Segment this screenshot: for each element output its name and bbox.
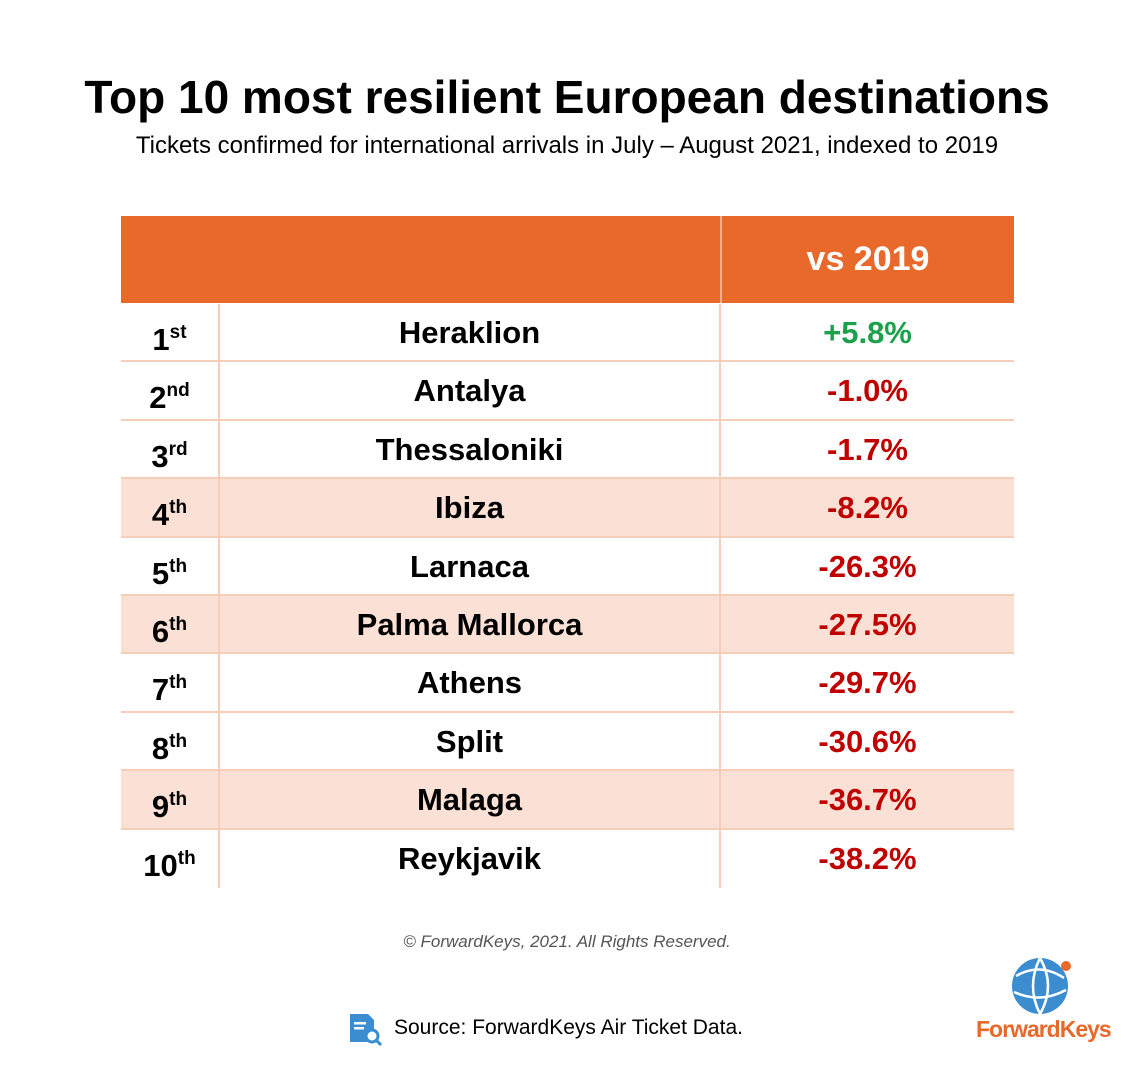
destination: Reykjavik: [218, 829, 721, 888]
destination: Palma Mallorca: [218, 595, 721, 653]
rank-cell: 3rd: [121, 421, 218, 477]
source: Source: ForwardKeys Air Ticket Data.: [394, 1016, 743, 1039]
rank-suffix: rd: [168, 438, 188, 460]
rank: 10: [143, 847, 178, 883]
rank-cell: 2nd: [121, 362, 218, 418]
rank-suffix: th: [169, 789, 188, 811]
column-header: vs 2019: [806, 240, 930, 278]
rank-suffix: th: [177, 847, 196, 869]
destination: Antalya: [218, 362, 721, 419]
change: -29.7%: [818, 665, 917, 701]
destination: Ibiza: [218, 479, 721, 536]
rank: 4: [151, 497, 170, 533]
copyright: © ForwardKeys, 2021. All Rights Reserved…: [403, 932, 731, 951]
rank-cell: 1st: [121, 304, 218, 360]
rank: 6: [151, 613, 170, 649]
rank: 8: [151, 730, 170, 766]
rank-cell: 8th: [121, 713, 218, 769]
change: -38.2%: [818, 840, 917, 876]
rank-suffix: th: [169, 613, 188, 635]
rank-cell: 6th: [121, 596, 218, 652]
rank: 5: [151, 555, 170, 591]
subtitle: Tickets confirmed for international arri…: [135, 132, 999, 159]
table-row: 7th Athens -29.7%: [121, 654, 1014, 713]
change: -30.6%: [818, 723, 917, 759]
destination: Thessaloniki: [218, 420, 721, 478]
table-row: 6th Palma Mallorca -27.5%: [121, 595, 1014, 655]
change: -8.2%: [827, 490, 908, 526]
title: Top 10 most resilient European destinati…: [84, 71, 1050, 123]
table-row: 5th Larnaca -26.3%: [121, 537, 1014, 596]
rank-suffix: th: [169, 497, 188, 519]
source-icon: [350, 1014, 382, 1046]
rank-suffix: nd: [166, 380, 190, 402]
change: +5.8%: [823, 315, 912, 350]
rank-cell: 10th: [121, 830, 218, 888]
rank: 3: [151, 438, 169, 474]
rank-suffix: th: [169, 672, 188, 694]
table-row: 1st Heraklion +5.8%: [121, 304, 1014, 363]
change: -1.7%: [827, 431, 908, 467]
change: -27.5%: [818, 606, 917, 642]
rank: 1: [152, 322, 170, 357]
rank-suffix: th: [169, 555, 188, 577]
rank-suffix: st: [169, 322, 187, 343]
rank: 9: [151, 789, 170, 825]
table-body: 1st Heraklion +5.8% 2nd Antalya -1.0% 3rd Thess…: [121, 304, 1014, 888]
destination: Split: [218, 712, 721, 770]
destination: Heraklion: [218, 304, 721, 361]
table-row: 9th Malaga -36.7%: [121, 771, 1014, 830]
table-row: 8th Split -30.6%: [121, 712, 1014, 772]
rank-cell: 9th: [121, 771, 218, 827]
rank-cell: 4th: [121, 479, 218, 535]
table-row: 3rd Thessaloniki -1.7%: [121, 420, 1014, 480]
logo-text: ForwardKeys: [976, 1016, 1112, 1042]
rank: 2: [149, 380, 167, 416]
destination: Malaga: [218, 771, 721, 828]
change: -1.0%: [827, 373, 908, 409]
table-row: 4th Ibiza -8.2%: [121, 479, 1014, 538]
destination: Athens: [218, 654, 721, 711]
rank-cell: 7th: [121, 654, 218, 710]
destination: Larnaca: [218, 537, 721, 594]
rank: 7: [151, 672, 170, 708]
change: -26.3%: [818, 548, 917, 584]
rank-cell: 5th: [121, 538, 218, 594]
table-row: 2nd Antalya -1.0%: [121, 362, 1014, 421]
logo-globe: [1012, 957, 1071, 1015]
change: -36.7%: [818, 782, 917, 818]
table-header: vs 2019: [121, 216, 1014, 303]
rank-suffix: th: [169, 730, 188, 752]
table-row: 10th Reykjavik -38.2%: [121, 829, 1014, 888]
separator: [720, 216, 722, 303]
